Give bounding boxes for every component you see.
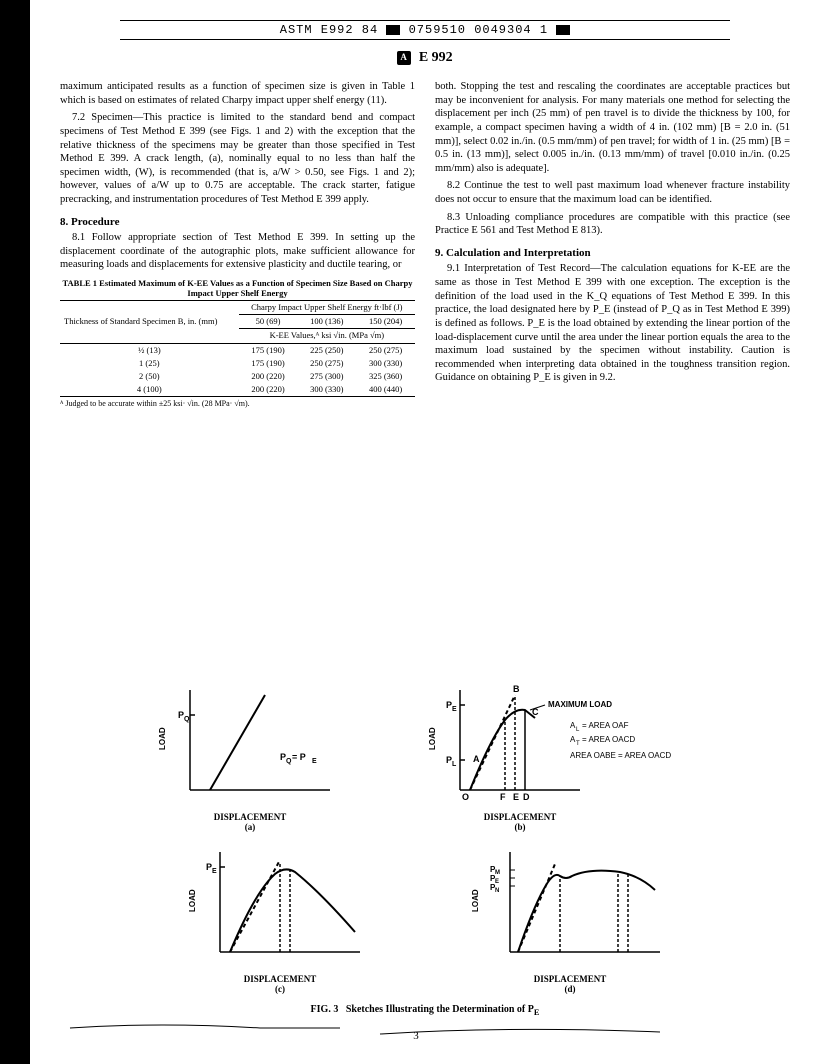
fig-b: PE PL B C A O F E D MAXIMUM LOAD AL = AR… <box>420 680 720 832</box>
figure-title: FIG. 3 Sketches Illustrating the Determi… <box>60 1004 790 1017</box>
svg-text:E: E <box>212 868 217 875</box>
section-heading: 9. Calculation and Interpretation <box>435 246 790 260</box>
fig-xlabel: DISPLACEMENT <box>320 812 720 822</box>
th: 100 (136) <box>297 315 356 329</box>
td: 400 (440) <box>356 383 415 397</box>
para: 8.1 Follow appropriate section of Test M… <box>60 231 415 272</box>
td: 4 (100) <box>60 383 239 397</box>
para: both. Stopping the test and rescaling th… <box>435 80 790 175</box>
scan-edge <box>0 0 30 1064</box>
th: Thickness of Standard Specimen B, in. (m… <box>60 301 239 343</box>
section-heading: 8. Procedure <box>60 215 415 229</box>
block-icon <box>386 25 400 35</box>
para: 8.3 Unloading compliance procedures are … <box>435 211 790 238</box>
td: 175 (190) <box>239 357 298 370</box>
td: 300 (330) <box>297 383 356 397</box>
para: 9.1 Interpretation of Test Record—The ca… <box>435 262 790 385</box>
fig-sub: (d) <box>450 984 690 994</box>
para: 8.2 Continue the test to well past maxim… <box>435 179 790 206</box>
block-icon <box>556 25 570 35</box>
svg-text:MAXIMUM LOAD: MAXIMUM LOAD <box>548 700 612 709</box>
th: Charpy Impact Upper Shelf Energy ft·lbf … <box>239 301 415 315</box>
td: 225 (250) <box>297 343 356 357</box>
para: maximum anticipated results as a functio… <box>60 80 415 107</box>
doc-title: E 992 <box>60 50 790 66</box>
svg-text:L: L <box>452 761 457 768</box>
td: 250 (275) <box>297 357 356 370</box>
fig-sub: (b) <box>320 822 720 832</box>
svg-text:A: A <box>473 754 480 764</box>
astm-logo-icon <box>397 51 411 65</box>
td: 325 (360) <box>356 370 415 383</box>
fig-sub: (c) <box>160 984 400 994</box>
svg-text:F: F <box>500 792 506 802</box>
svg-text:E: E <box>495 879 499 885</box>
table-title: TABLE 1 Estimated Maximum of K-EE Values… <box>60 278 415 298</box>
svg-text:LOAD: LOAD <box>471 889 480 912</box>
fig-xlabel: DISPLACEMENT <box>160 974 400 984</box>
svg-text:N: N <box>495 888 499 894</box>
figure-3: PQ PQ = PE LOAD DISPLACEMENT (a) <box>60 680 790 1017</box>
page-content: ASTM E992 84 0759510 0049304 1 E 992 max… <box>60 20 790 409</box>
td: 250 (275) <box>356 343 415 357</box>
svg-text:LOAD: LOAD <box>158 727 167 750</box>
td: 200 (220) <box>239 383 298 397</box>
td: 2 (50) <box>60 370 239 383</box>
svg-text:L: L <box>576 727 580 733</box>
page-number: 3 <box>0 1030 832 1042</box>
fig-a: PQ PQ = PE LOAD DISPLACEMENT (a) <box>130 680 370 832</box>
td: 300 (330) <box>356 357 415 370</box>
td: 275 (300) <box>297 370 356 383</box>
td: 200 (220) <box>239 370 298 383</box>
th: 50 (69) <box>239 315 298 329</box>
kee-table: Thickness of Standard Specimen B, in. (m… <box>60 300 415 396</box>
fig-d: PM PE PN LOAD DISPLACEMENT (d) <box>450 842 690 994</box>
table-1: TABLE 1 Estimated Maximum of K-EE Values… <box>60 278 415 409</box>
svg-text:Q: Q <box>184 716 190 723</box>
svg-text:E: E <box>452 706 457 713</box>
svg-text:AREA OABE = AREA OACD: AREA OABE = AREA OACD <box>570 751 671 760</box>
svg-text:= AREA OAF: = AREA OAF <box>582 721 629 730</box>
svg-text:T: T <box>576 741 580 747</box>
th: K-EE Values,ᴬ ksi √in. (MPa √m) <box>239 329 415 343</box>
header-code: ASTM E992 84 0759510 0049304 1 <box>120 20 730 40</box>
svg-text:LOAD: LOAD <box>188 889 197 912</box>
fig-xlabel: DISPLACEMENT <box>450 974 690 984</box>
svg-text:E: E <box>513 792 519 802</box>
svg-text:E: E <box>312 758 317 765</box>
svg-text:= AREA OACD: = AREA OACD <box>582 735 635 744</box>
header-text-2: 0759510 0049304 1 <box>409 23 548 37</box>
header-text: ASTM E992 84 <box>280 23 378 37</box>
svg-text:LOAD: LOAD <box>428 727 437 750</box>
svg-text:B: B <box>513 684 520 694</box>
svg-text:D: D <box>523 792 530 802</box>
svg-text:M: M <box>495 870 500 876</box>
table-footnote: ᴬ Judged to be accurate within ±25 ksi· … <box>60 399 415 409</box>
svg-text:O: O <box>462 792 469 802</box>
th: 150 (204) <box>356 315 415 329</box>
doc-label: E 992 <box>419 50 453 65</box>
para: 7.2 Specimen—This practice is limited to… <box>60 111 415 206</box>
fig-c: PE LOAD DISPLACEMENT (c) <box>160 842 400 994</box>
body-columns: maximum anticipated results as a functio… <box>60 80 790 409</box>
td: 1 (25) <box>60 357 239 370</box>
svg-text:= P: = P <box>292 752 306 762</box>
td: 175 (190) <box>239 343 298 357</box>
td: ½ (13) <box>60 343 239 357</box>
